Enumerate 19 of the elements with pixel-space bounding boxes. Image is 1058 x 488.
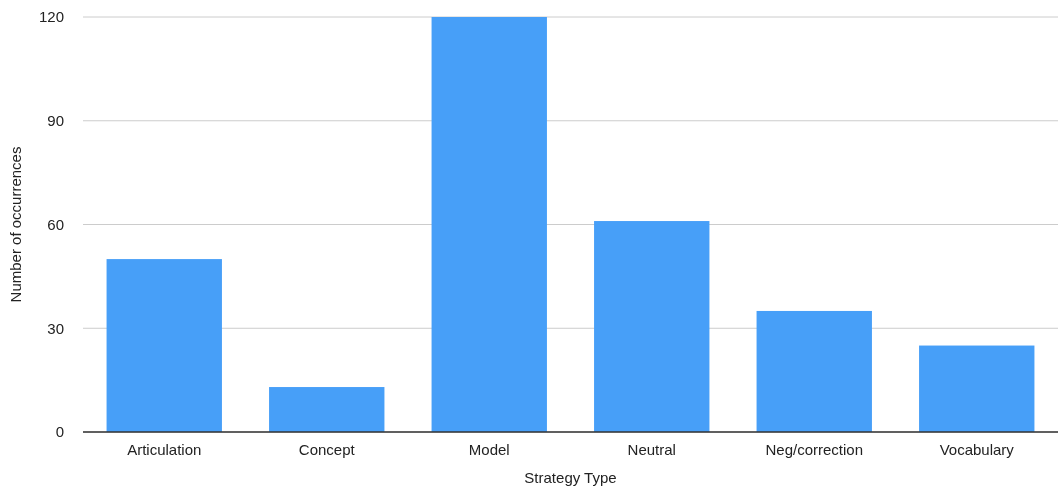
x-axis-title: Strategy Type	[524, 469, 617, 486]
y-tick-label: 120	[38, 8, 64, 26]
x-tick-label: Neg/correction	[765, 441, 864, 458]
y-tick-label: 60	[47, 215, 64, 233]
y-tick-label: 90	[47, 112, 64, 129]
x-tick-label: Model	[468, 441, 510, 458]
y-tick-label: 30	[47, 319, 64, 337]
x-tick-label: Neutral	[627, 441, 676, 458]
y-tick-label: 0	[55, 423, 64, 441]
bar	[756, 310, 872, 432]
bar	[919, 345, 1035, 432]
x-tick-label: Articulation	[127, 441, 202, 458]
y-axis-title: Number of occurrences	[7, 146, 24, 303]
bar	[106, 259, 222, 432]
x-tick-label: Vocabulary	[939, 441, 1015, 458]
bar	[431, 17, 547, 432]
x-tick-label: Concept	[298, 441, 356, 458]
bar	[269, 387, 385, 432]
bar	[594, 221, 710, 432]
